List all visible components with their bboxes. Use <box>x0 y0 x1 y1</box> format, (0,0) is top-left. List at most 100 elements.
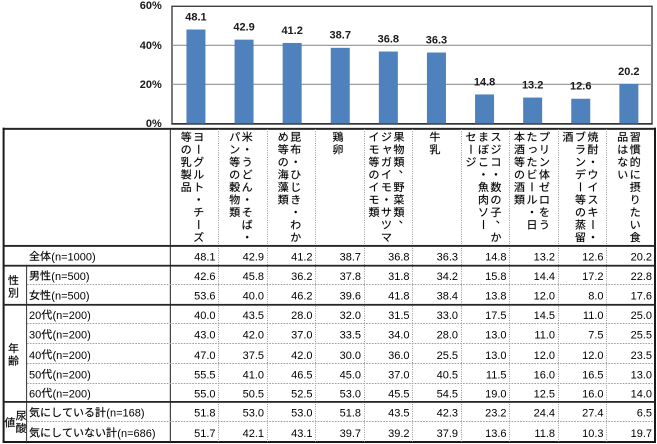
svg-text:19.0: 19.0 <box>485 388 506 400</box>
svg-text:51.8: 51.8 <box>340 408 361 420</box>
svg-text:13.6: 13.6 <box>485 428 506 440</box>
svg-text:13.8: 13.8 <box>485 290 506 302</box>
svg-text:13.0: 13.0 <box>485 350 506 362</box>
svg-text:40.5: 40.5 <box>437 369 458 381</box>
svg-text:48.1: 48.1 <box>185 11 206 23</box>
svg-text:25.5: 25.5 <box>437 350 458 362</box>
svg-text:36.3: 36.3 <box>426 34 447 46</box>
svg-text:42.3: 42.3 <box>437 408 458 420</box>
svg-text:36.8: 36.8 <box>388 251 409 263</box>
svg-text:43.5: 43.5 <box>388 408 409 420</box>
svg-text:24.4: 24.4 <box>534 408 555 420</box>
svg-text:43.5: 43.5 <box>243 310 264 322</box>
svg-text:17.6: 17.6 <box>631 290 652 302</box>
svg-text:37.0: 37.0 <box>291 330 312 342</box>
svg-text:12.0: 12.0 <box>534 350 555 362</box>
svg-text:46.5: 46.5 <box>291 369 312 381</box>
svg-text:(n=686): (n=686) <box>117 428 155 440</box>
svg-text:53.0: 53.0 <box>291 408 312 420</box>
svg-text:46.2: 46.2 <box>291 290 312 302</box>
svg-text:40: 40 <box>29 350 41 362</box>
svg-text:36.3: 36.3 <box>437 251 458 263</box>
svg-text:14.8: 14.8 <box>485 251 506 263</box>
svg-text:10.3: 10.3 <box>582 428 603 440</box>
svg-text:52.5: 52.5 <box>291 388 312 400</box>
svg-text:16.0: 16.0 <box>582 388 603 400</box>
svg-text:45.0: 45.0 <box>340 369 361 381</box>
svg-text:(n=200): (n=200) <box>53 388 91 400</box>
svg-text:38.7: 38.7 <box>340 251 361 263</box>
svg-text:36.8: 36.8 <box>378 33 399 45</box>
svg-text:33.0: 33.0 <box>437 310 458 322</box>
svg-text:20.2: 20.2 <box>631 251 652 263</box>
svg-text:43.0: 43.0 <box>194 330 215 342</box>
svg-text:40.0: 40.0 <box>243 290 264 302</box>
svg-text:(n=500): (n=500) <box>51 290 89 302</box>
svg-text:40%: 40% <box>140 40 162 52</box>
svg-text:37.5: 37.5 <box>243 350 264 362</box>
svg-text:38.7: 38.7 <box>330 30 351 42</box>
svg-text:39.2: 39.2 <box>388 428 409 440</box>
svg-text:(n=200): (n=200) <box>53 330 91 342</box>
svg-text:11.0: 11.0 <box>583 310 604 322</box>
svg-text:28.0: 28.0 <box>437 330 458 342</box>
svg-text:20%: 20% <box>140 79 162 91</box>
svg-text:31.5: 31.5 <box>388 310 409 322</box>
svg-text:40.0: 40.0 <box>194 310 215 322</box>
svg-text:42.6: 42.6 <box>194 271 215 283</box>
svg-text:37.0: 37.0 <box>388 369 409 381</box>
svg-text:20: 20 <box>29 310 41 322</box>
svg-text:50: 50 <box>29 369 41 381</box>
svg-text:48.1: 48.1 <box>194 251 215 263</box>
svg-text:11.5: 11.5 <box>486 369 507 381</box>
svg-text:14.5: 14.5 <box>534 310 555 322</box>
svg-text:25.5: 25.5 <box>631 330 652 342</box>
svg-text:30: 30 <box>29 330 41 342</box>
svg-text:13.2: 13.2 <box>522 79 543 91</box>
svg-text:60: 60 <box>29 388 41 400</box>
svg-text:31.8: 31.8 <box>388 271 409 283</box>
svg-text:17.5: 17.5 <box>485 310 506 322</box>
svg-text:54.5: 54.5 <box>437 388 458 400</box>
svg-text:(n=200): (n=200) <box>53 369 91 381</box>
svg-text:41.0: 41.0 <box>243 369 264 381</box>
svg-text:16.5: 16.5 <box>582 369 603 381</box>
svg-text:32.0: 32.0 <box>340 310 361 322</box>
svg-text:39.7: 39.7 <box>340 428 361 440</box>
svg-text:41.2: 41.2 <box>281 25 302 37</box>
svg-text:42.0: 42.0 <box>291 350 312 362</box>
svg-text:53.6: 53.6 <box>194 290 215 302</box>
svg-text:11.0: 11.0 <box>534 330 555 342</box>
svg-text:27.4: 27.4 <box>582 408 603 420</box>
svg-text:60%: 60% <box>140 0 162 12</box>
svg-text:15.8: 15.8 <box>485 271 506 283</box>
svg-text:7.5: 7.5 <box>588 330 603 342</box>
svg-text:38.4: 38.4 <box>437 290 458 302</box>
svg-text:19.7: 19.7 <box>631 428 652 440</box>
svg-text:13.0: 13.0 <box>485 330 506 342</box>
svg-text:42.9: 42.9 <box>233 22 254 34</box>
svg-text:28.0: 28.0 <box>291 310 312 322</box>
svg-text:(n=168): (n=168) <box>106 408 144 420</box>
svg-text:(n=500): (n=500) <box>51 271 89 283</box>
svg-text:20.2: 20.2 <box>618 66 639 78</box>
svg-text:51.8: 51.8 <box>194 408 215 420</box>
svg-text:12.0: 12.0 <box>534 290 555 302</box>
svg-text:8.0: 8.0 <box>588 290 603 302</box>
svg-text:43.1: 43.1 <box>291 428 312 440</box>
svg-text:55.5: 55.5 <box>194 369 215 381</box>
svg-text:36.0: 36.0 <box>388 350 409 362</box>
svg-text:(n=1000): (n=1000) <box>51 251 95 263</box>
svg-text:53.0: 53.0 <box>243 408 264 420</box>
svg-text:12.5: 12.5 <box>534 388 555 400</box>
svg-text:36.2: 36.2 <box>291 271 312 283</box>
svg-text:22.8: 22.8 <box>631 271 652 283</box>
svg-text:16.0: 16.0 <box>534 369 555 381</box>
svg-text:41.8: 41.8 <box>388 290 409 302</box>
svg-text:53.0: 53.0 <box>340 388 361 400</box>
svg-text:34.0: 34.0 <box>388 330 409 342</box>
svg-text:50.5: 50.5 <box>243 388 264 400</box>
svg-text:17.2: 17.2 <box>582 271 603 283</box>
svg-text:14.4: 14.4 <box>534 271 555 283</box>
svg-text:39.6: 39.6 <box>340 290 361 302</box>
